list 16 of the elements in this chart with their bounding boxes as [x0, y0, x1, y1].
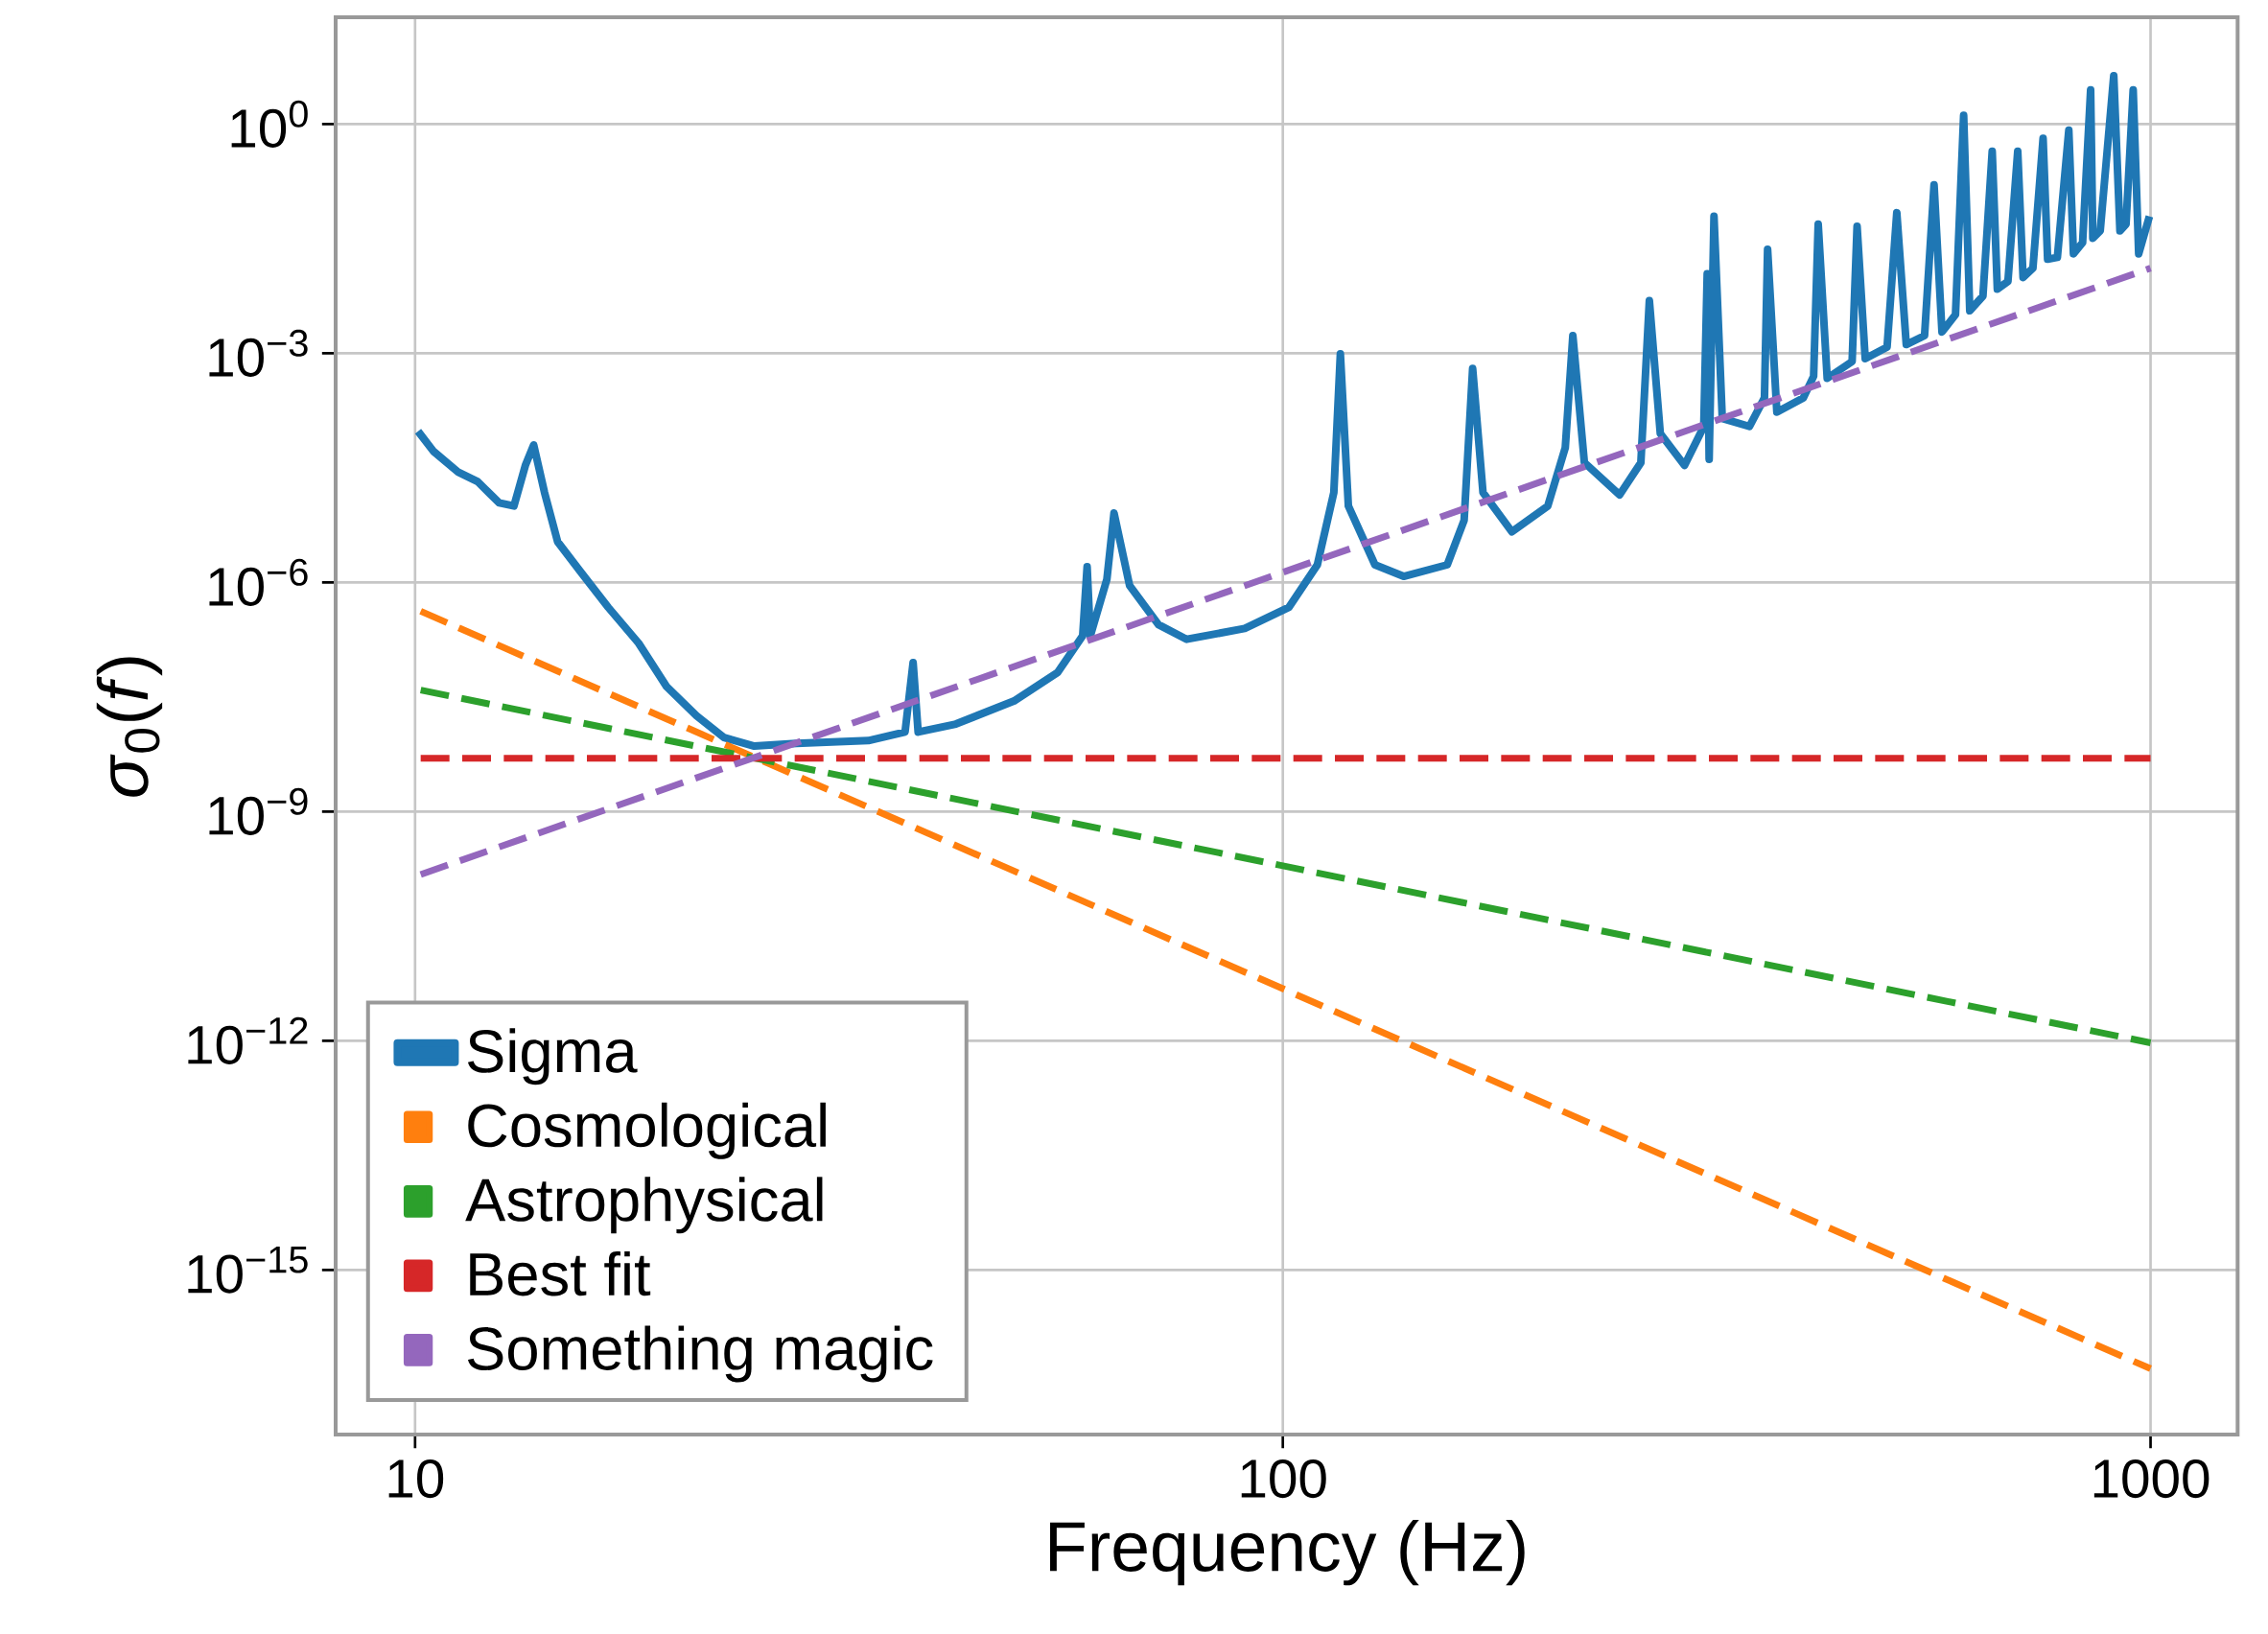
legend-label: Cosmological [468, 1102, 826, 1159]
legend-label: Best fit [470, 1250, 651, 1296]
x-tick-label: 1000 [2093, 1459, 2210, 1499]
legend-label: Astrophysical [465, 1177, 823, 1234]
y-tick-label: 10$^{−9}$ [209, 787, 308, 835]
x-tick-label: 10 [388, 1459, 444, 1499]
legend-label: Something magic [467, 1325, 933, 1383]
legend-label: Sigma [467, 1028, 638, 1085]
y-tick-label: 10$^{0}$ [231, 100, 308, 148]
y-axis-title: σ$_{0}$(f) [96, 657, 163, 797]
y-tick-label: 10$^{−15}$ [188, 1246, 308, 1294]
y-tick-label: 10$^{−12}$ [188, 1016, 308, 1064]
x-tick-label: 100 [1241, 1459, 1326, 1499]
y-tick-label: 10$^{−3}$ [209, 329, 308, 377]
x-axis-title: Frequency (Hz) [1050, 1519, 1525, 1586]
y-tick-label: 10$^{−6}$ [209, 558, 308, 606]
